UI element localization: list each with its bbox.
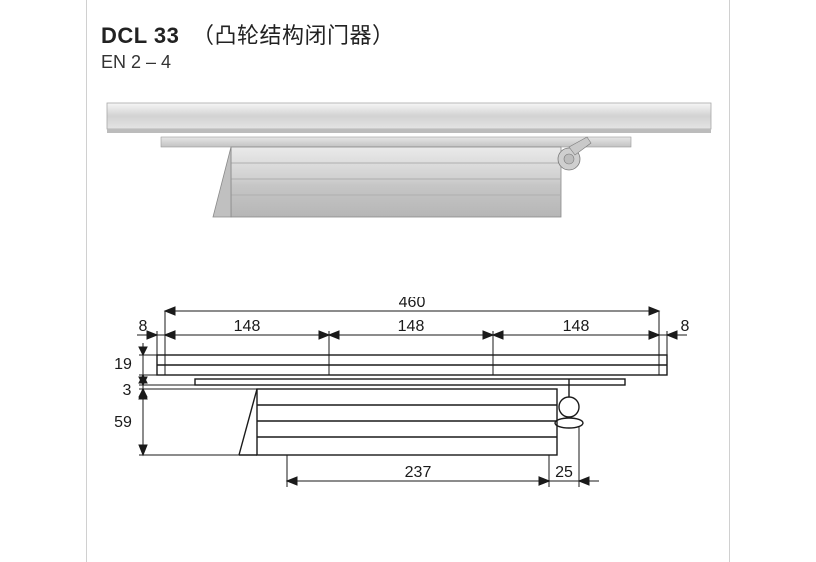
page-card: DCL 33 （凸轮结构闭门器） EN 2 – 4 [86, 0, 730, 562]
header: DCL 33 （凸轮结构闭门器） EN 2 – 4 [87, 0, 729, 79]
dim-v59: 59 [114, 414, 132, 431]
dim-pivot: 25 [555, 464, 573, 481]
model-number: DCL 33 [101, 23, 179, 48]
model-description: （凸轮结构闭门器） [192, 23, 395, 48]
dim-total: 460 [399, 297, 426, 311]
dim-edge-l: 8 [139, 318, 148, 335]
product-svg [101, 97, 717, 257]
dim-seg2: 148 [398, 318, 425, 335]
dim-body-len: 237 [405, 464, 432, 481]
product-photo [101, 97, 715, 257]
title-line: DCL 33 （凸轮结构闭门器） [101, 18, 715, 50]
dim-edge-r: 8 [681, 318, 690, 335]
dim-seg1: 148 [234, 318, 261, 335]
drawing-svg: 460 [87, 297, 731, 517]
dim-seg3: 148 [563, 318, 590, 335]
dim-v19: 19 [114, 356, 132, 373]
technical-drawing: 460 [87, 297, 729, 517]
subtitle: EN 2 – 4 [101, 52, 715, 73]
dim-v3: 3 [123, 382, 132, 399]
